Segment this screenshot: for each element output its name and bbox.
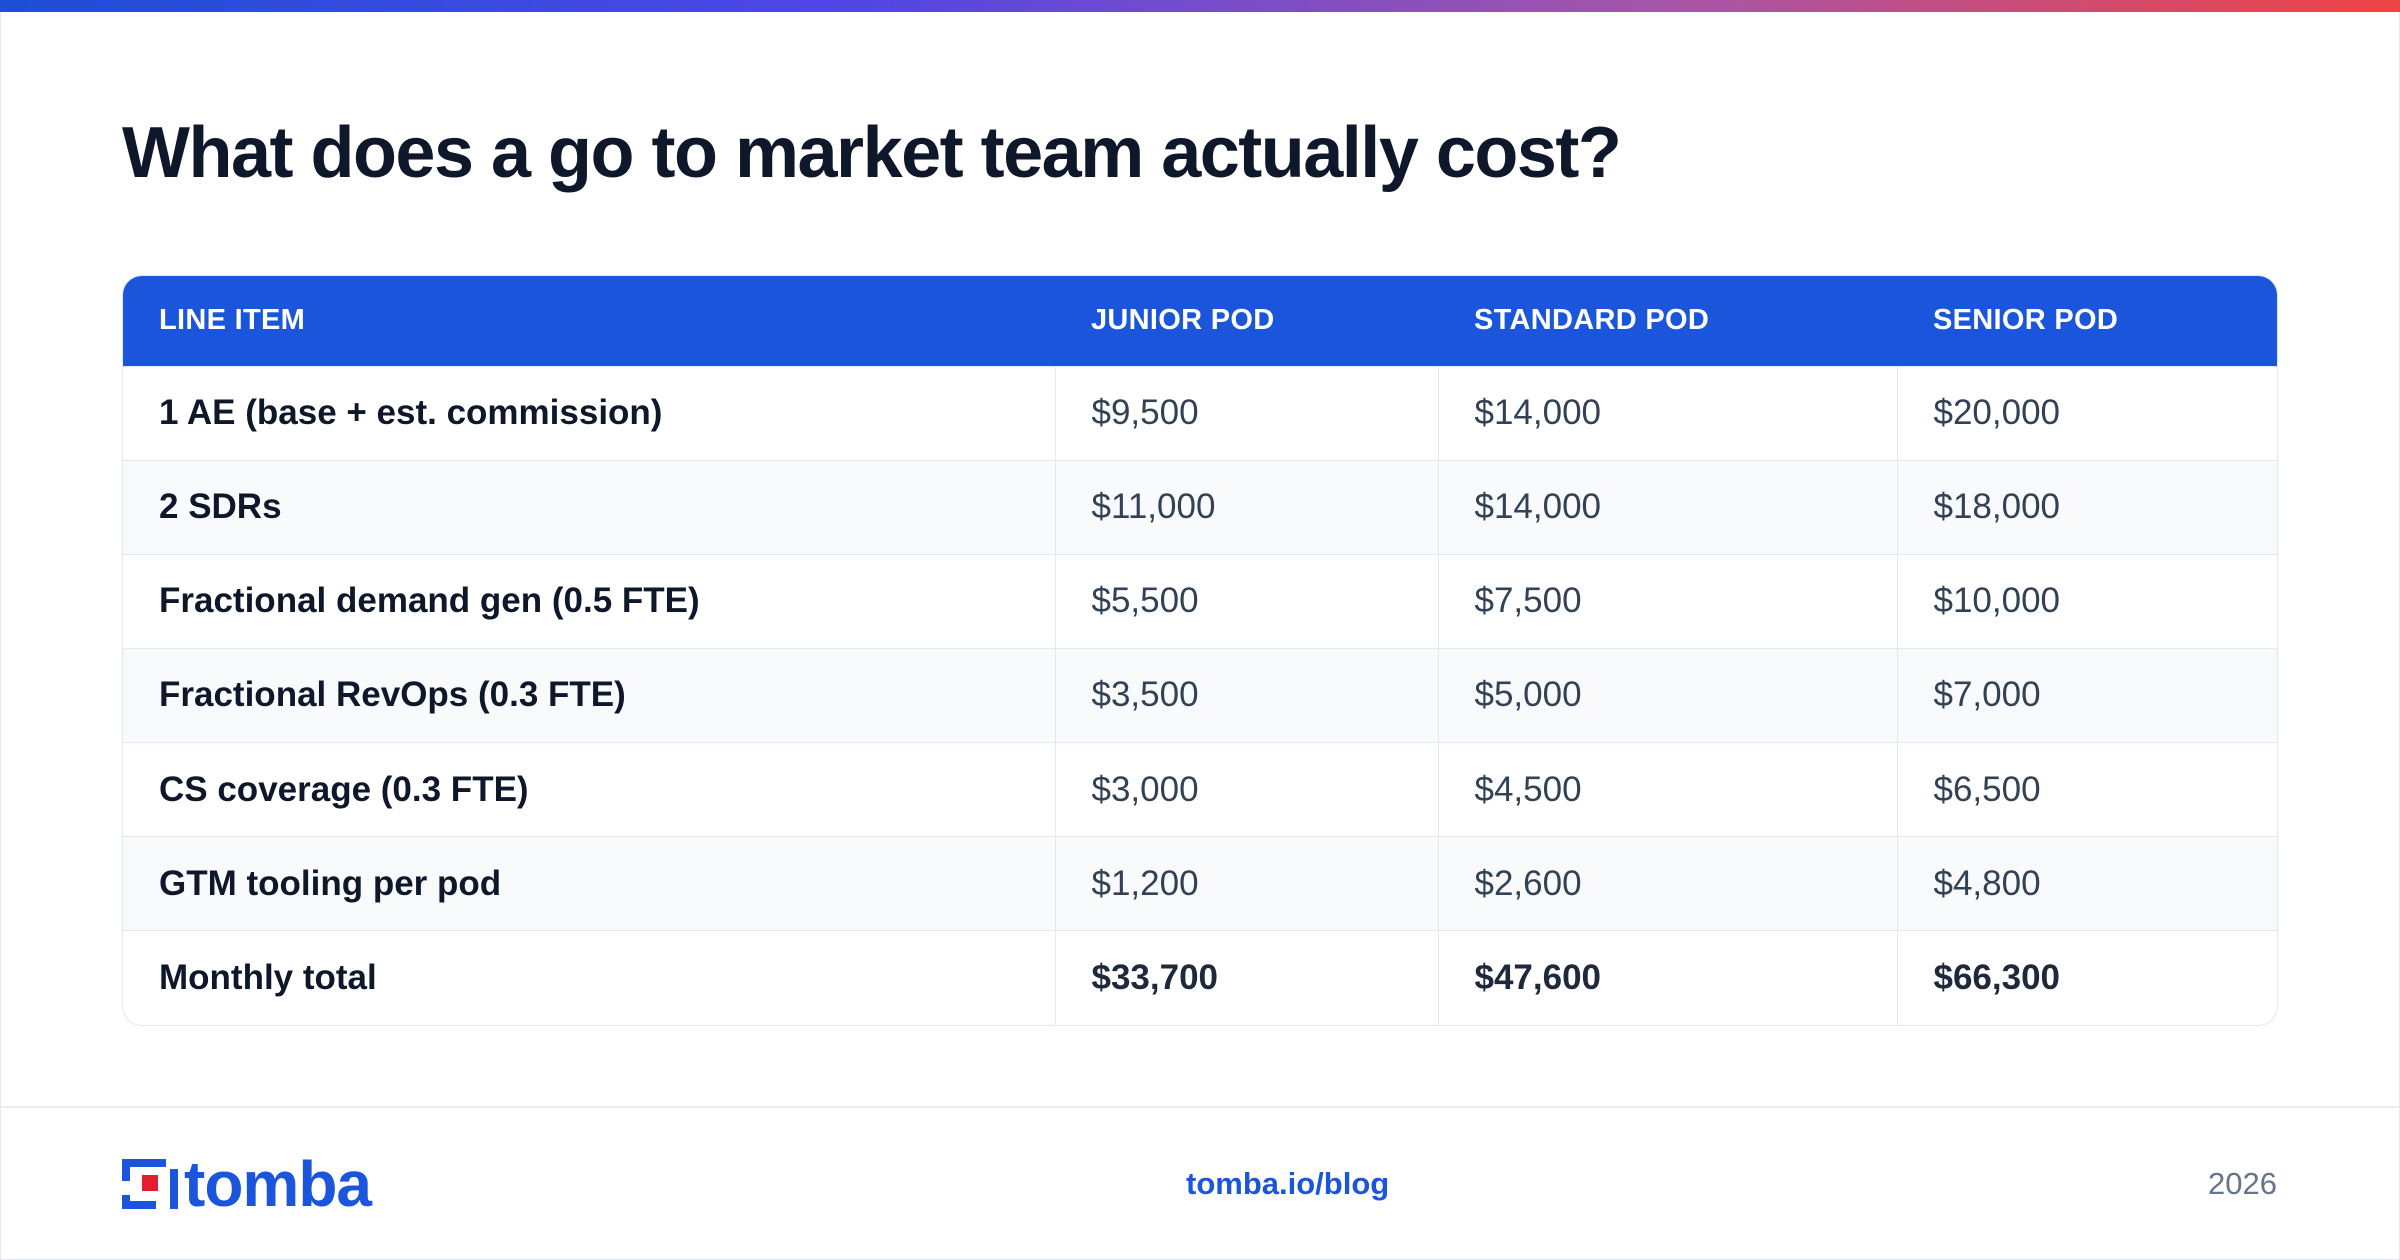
page-title: What does a go to market team actually c… [122, 113, 1622, 193]
standard-pod-cell: $14,000 [1437, 459, 1897, 555]
standard-pod-cell: $2,600 [1437, 836, 1897, 931]
cost-table: LINE ITEM JUNIOR POD STANDARD POD SENIOR… [123, 276, 2277, 1025]
cost-table-container: LINE ITEM JUNIOR POD STANDARD POD SENIOR… [122, 275, 2278, 1026]
header-junior-pod: JUNIOR POD [1091, 304, 1275, 337]
tomba-logo: tomba [122, 1148, 372, 1220]
header-line-item: LINE ITEM [159, 304, 306, 337]
senior-pod-cell: $4,800 [1896, 836, 2277, 931]
line-item-cell: Fractional demand gen (0.5 FTE) [123, 553, 1055, 649]
gradient-top-bar [0, 0, 2400, 12]
junior-pod-cell: $3,000 [1054, 742, 1438, 837]
junior-pod-cell: $5,500 [1054, 553, 1438, 649]
senior-pod-cell: $10,000 [1896, 553, 2277, 649]
junior-pod-cell: $3,500 [1054, 647, 1438, 743]
junior-pod-cell: $9,500 [1054, 365, 1438, 461]
line-item-cell: 2 SDRs [123, 459, 1055, 555]
table-header-row: LINE ITEM JUNIOR POD STANDARD POD SENIOR… [123, 276, 2277, 366]
table-row: 1 AE (base + est. commission) $9,500 $14… [123, 365, 2277, 461]
senior-pod-cell: $6,500 [1896, 742, 2277, 837]
standard-pod-cell: $4,500 [1437, 742, 1897, 837]
senior-pod-total-cell: $66,300 [1896, 930, 2277, 1025]
header-standard-pod: STANDARD POD [1474, 304, 1710, 337]
junior-pod-total-cell: $33,700 [1054, 930, 1438, 1025]
senior-pod-cell: $7,000 [1896, 647, 2277, 743]
logo-wordmark: tomba [184, 1148, 372, 1220]
line-item-cell: 1 AE (base + est. commission) [123, 365, 1055, 461]
line-item-cell: CS coverage (0.3 FTE) [123, 742, 1055, 837]
table-row: GTM tooling per pod $1,200 $2,600 $4,800 [123, 836, 2277, 931]
standard-pod-cell: $7,500 [1437, 553, 1897, 649]
table-row: 2 SDRs $11,000 $14,000 $18,000 [123, 459, 2277, 555]
table-row: Fractional RevOps (0.3 FTE) $3,500 $5,00… [123, 647, 2277, 743]
junior-pod-cell: $1,200 [1054, 836, 1438, 931]
junior-pod-cell: $11,000 [1054, 459, 1438, 555]
standard-pod-cell: $14,000 [1437, 365, 1897, 461]
table-row-total: Monthly total $33,700 $47,600 $66,300 [123, 930, 2277, 1025]
line-item-cell: Fractional RevOps (0.3 FTE) [123, 647, 1055, 743]
tomba-logo-icon [122, 1159, 178, 1209]
total-label-cell: Monthly total [123, 930, 1055, 1025]
table-row: CS coverage (0.3 FTE) $3,000 $4,500 $6,5… [123, 742, 2277, 837]
senior-pod-cell: $18,000 [1896, 459, 2277, 555]
footer-year: 2026 [2208, 1166, 2277, 1201]
standard-pod-cell: $5,000 [1437, 647, 1897, 743]
standard-pod-total-cell: $47,600 [1437, 930, 1897, 1025]
blog-link[interactable]: tomba.io/blog [1186, 1166, 1390, 1201]
senior-pod-cell: $20,000 [1896, 365, 2277, 461]
footer-divider [0, 1106, 2400, 1108]
table-row: Fractional demand gen (0.5 FTE) $5,500 $… [123, 553, 2277, 649]
header-senior-pod: SENIOR POD [1933, 304, 2119, 337]
line-item-cell: GTM tooling per pod [123, 836, 1055, 931]
